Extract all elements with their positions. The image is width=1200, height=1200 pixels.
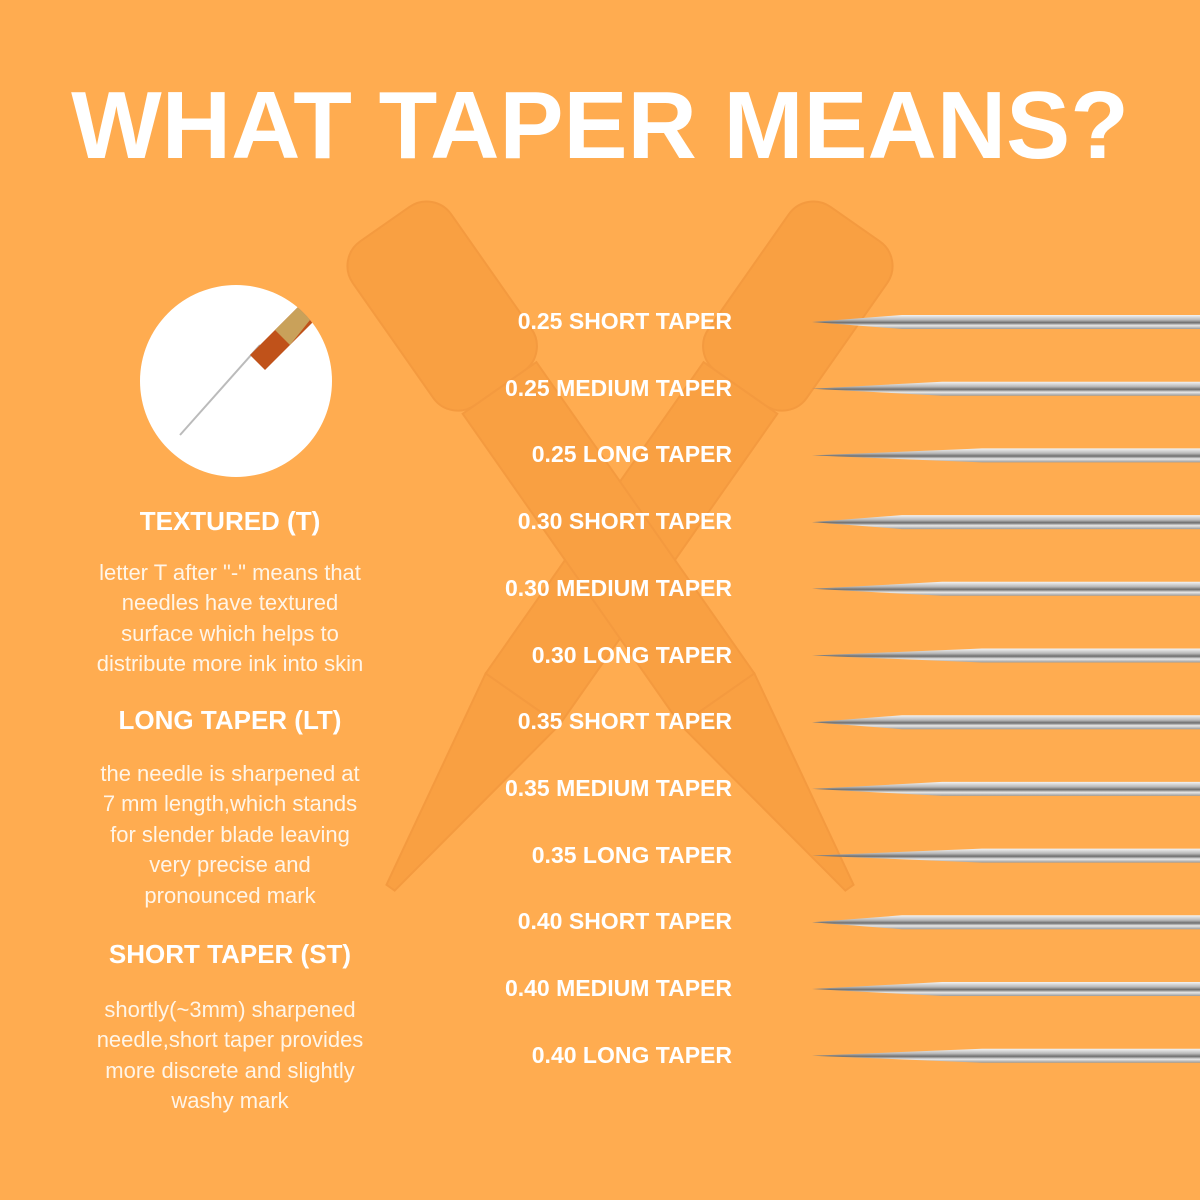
needle-medium-taper <box>812 581 1200 596</box>
section-heading: TEXTURED (T) <box>139 506 321 536</box>
section-heading: SHORT TAPER (ST) <box>108 939 352 969</box>
page-title: WHAT TAPER MEANS? <box>71 72 1129 179</box>
taper-label: 0.25 LONG TAPER <box>531 441 732 468</box>
section-heading: LONG TAPER (LT) <box>118 705 342 735</box>
body-line: for slender blade leaving <box>110 821 350 847</box>
section-long-taper: LONG TAPER (LT) the needle is sharpened … <box>40 706 420 911</box>
body-line: very precise and <box>149 852 311 878</box>
body-line: letter T after "-" means that <box>99 559 361 585</box>
needle-medium-taper <box>812 781 1200 796</box>
taper-label: 0.35 MEDIUM TAPER <box>504 774 732 801</box>
taper-label: 0.30 LONG TAPER <box>531 641 732 668</box>
taper-label: 0.40 SHORT TAPER <box>517 908 732 935</box>
taper-label: 0.25 SHORT TAPER <box>517 308 732 334</box>
taper-label: 0.35 SHORT TAPER <box>517 708 732 735</box>
needle-long-taper <box>812 1048 1200 1063</box>
body-line: needles have textured <box>121 590 339 616</box>
body-line: washy mark <box>171 1088 289 1114</box>
needle-short-taper <box>812 315 1200 329</box>
taper-label: 0.30 SHORT TAPER <box>517 508 732 535</box>
needle-long-taper <box>812 648 1200 663</box>
body-line: surface which helps to <box>121 620 339 646</box>
body-line: 7 mm length,which stands <box>102 791 358 817</box>
body-line: more discrete and slightly <box>105 1057 355 1083</box>
needle-long-taper <box>812 448 1200 463</box>
needle-short-taper <box>812 915 1200 930</box>
section-short-taper: SHORT TAPER (ST) shortly(~3mm) sharpened… <box>40 940 420 1117</box>
taper-label: 0.30 MEDIUM TAPER <box>504 574 732 601</box>
needle-medium-taper <box>812 982 1200 996</box>
needle-short-taper <box>812 515 1200 530</box>
needle-medium-taper <box>812 381 1200 396</box>
taper-label: 0.40 MEDIUM TAPER <box>504 975 732 1001</box>
body-line: distribute more ink into skin <box>96 651 364 677</box>
taper-label: 0.35 LONG TAPER <box>531 841 732 868</box>
section-textured: TEXTURED (T) letter T after "-" means th… <box>40 507 420 680</box>
body-line: needle,short taper provides <box>96 1027 364 1053</box>
body-line: shortly(~3mm) sharpened <box>104 996 356 1022</box>
taper-label: 0.40 LONG TAPER <box>531 1041 732 1068</box>
body-line: pronounced mark <box>144 882 316 908</box>
needle-long-taper <box>812 848 1200 863</box>
taper-label: 0.25 MEDIUM TAPER <box>504 374 732 401</box>
needle-short-taper <box>812 715 1200 730</box>
body-line: the needle is sharpened at <box>100 760 360 786</box>
